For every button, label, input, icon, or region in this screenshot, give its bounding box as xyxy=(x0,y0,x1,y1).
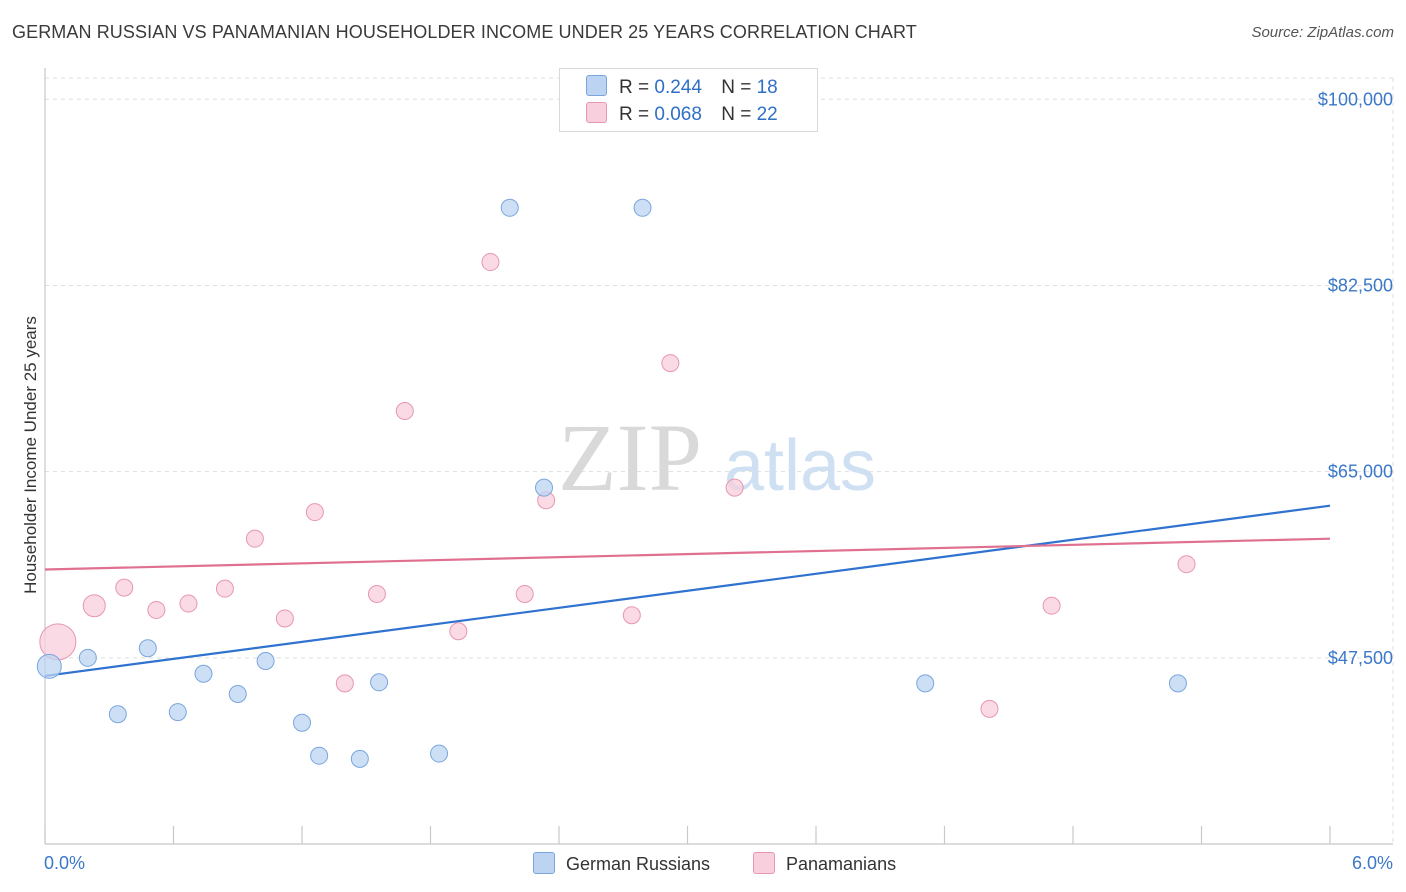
pink-swatch-icon xyxy=(753,852,775,874)
n-value: 18 xyxy=(756,77,778,98)
y-tick-labels: $47,500 $65,000 $82,500 $100,000 xyxy=(1318,89,1393,668)
r-value: 0.244 xyxy=(654,77,702,98)
grid-lines xyxy=(45,77,1394,844)
panamanian-point xyxy=(395,401,414,420)
legend-label: Panamanians xyxy=(786,854,897,874)
panamanian-point xyxy=(367,584,386,603)
german-russian-point xyxy=(633,198,652,217)
watermark: ZIP atlas xyxy=(558,404,876,511)
german-russian-point xyxy=(310,746,329,765)
legend-row-panamanians: R = 0.068 N = 22 xyxy=(586,102,778,128)
german-russian-point xyxy=(138,639,157,658)
panamanian-point xyxy=(1177,555,1196,574)
y-tick-label: $65,000 xyxy=(1328,462,1393,482)
german-russian-point xyxy=(293,713,311,732)
german-russian-point xyxy=(228,684,247,703)
panamanian-point xyxy=(622,606,641,625)
legend-item-panamanians: Panamanians xyxy=(753,852,896,875)
german-russian-point xyxy=(36,653,62,679)
correlation-legend: R = 0.244 N = 18 R = 0.068 N = 22 xyxy=(559,68,818,132)
panamanian-point xyxy=(980,699,999,718)
german-russian-point xyxy=(535,478,554,497)
german-russian-point xyxy=(500,198,519,217)
y-axis-label: Householder Income Under 25 years xyxy=(21,316,40,594)
panamanian-point xyxy=(305,503,324,522)
legend-row-german-russians: R = 0.244 N = 18 xyxy=(586,75,778,101)
legend-item-german-russians: German Russians xyxy=(533,852,710,875)
panamanian-point xyxy=(481,253,500,272)
panamanian-trend-line xyxy=(44,537,1331,571)
panamanian-point xyxy=(725,478,744,497)
panamanian-point xyxy=(115,578,134,597)
r-label: R = xyxy=(619,104,650,125)
trend-lines xyxy=(44,504,1331,677)
german-russian-point xyxy=(916,674,935,693)
legend-label: German Russians xyxy=(566,854,711,874)
blue-swatch-icon xyxy=(533,852,555,874)
panamanian-point xyxy=(449,622,468,641)
german-russian-point xyxy=(430,744,449,763)
panamanian-point xyxy=(275,609,294,628)
x-tick-label-min: 0.0% xyxy=(44,853,85,873)
german-russian-point xyxy=(1168,674,1187,693)
panamanian-point xyxy=(179,594,198,613)
n-label: N = xyxy=(721,77,752,98)
panamanian-point xyxy=(515,584,534,603)
panamanian-point xyxy=(39,623,77,661)
watermark-zip: ZIP xyxy=(558,404,702,511)
y-tick-label: $100,000 xyxy=(1318,89,1393,109)
german-russian-point xyxy=(350,749,369,768)
x-tick-label-max: 6.0% xyxy=(1352,853,1393,873)
series-legend: German Russians Panamanians xyxy=(0,852,1406,878)
watermark-atlas: atlas xyxy=(724,426,876,506)
german-russian-point xyxy=(256,652,275,671)
chart-title: GERMAN RUSSIAN VS PANAMANIAN HOUSEHOLDER… xyxy=(12,22,917,42)
y-tick-label: $47,500 xyxy=(1328,648,1393,668)
german-russian-point xyxy=(194,664,213,683)
panamanian-point xyxy=(82,594,106,618)
german-russian-point xyxy=(370,673,389,692)
source-credit: Source: ZipAtlas.com xyxy=(1251,24,1394,41)
german-russian-point xyxy=(108,705,127,724)
panamanian-point xyxy=(147,600,166,619)
german-russian-point xyxy=(78,648,97,667)
blue-swatch-icon xyxy=(586,75,607,96)
panamanian-point xyxy=(1042,596,1061,615)
german-russian-trend-line xyxy=(44,504,1331,677)
y-tick-label: $82,500 xyxy=(1328,275,1393,295)
n-value: 22 xyxy=(756,104,778,125)
r-value: 0.068 xyxy=(654,104,702,125)
r-label: R = xyxy=(619,77,650,98)
panamanian-point xyxy=(335,674,354,693)
panamanian-point xyxy=(215,579,234,598)
pink-swatch-icon xyxy=(586,102,607,123)
german-russian-point xyxy=(168,703,187,722)
n-label: N = xyxy=(721,104,752,125)
panamanian-point xyxy=(245,529,264,548)
data-points xyxy=(36,198,1196,768)
panamanian-point xyxy=(661,354,680,373)
axes xyxy=(44,68,1393,845)
